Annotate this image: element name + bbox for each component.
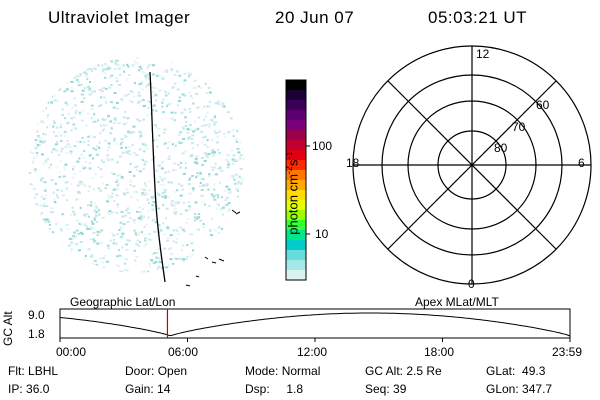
info-seq: Seq: 39 — [365, 383, 406, 395]
info-filter: Flt: LBHL — [8, 365, 58, 377]
time-tick-00: 00:00 — [56, 346, 86, 358]
info-dsp: Dsp: 1.8 — [245, 383, 303, 395]
info-ip: IP: 36.0 — [8, 383, 49, 395]
time-tick-2359: 23:59 — [552, 346, 582, 358]
altitude-axis-label: GC Alt — [2, 311, 14, 346]
time-tick-06: 06:00 — [168, 346, 198, 358]
info-mode: Mode: Normal — [245, 365, 320, 377]
info-gc-alt: GC Alt: 2.5 Re — [365, 365, 442, 377]
altitude-ytick-high: 9.0 — [28, 309, 45, 321]
time-tick-18: 18:00 — [424, 346, 454, 358]
info-gain: Gain: 14 — [125, 383, 170, 395]
info-glon: GLon: 347.7 — [486, 383, 552, 395]
time-tick-12: 12:00 — [297, 346, 327, 358]
info-glat: GLat: 49.3 — [486, 365, 545, 377]
info-door: Door: Open — [125, 365, 187, 377]
altitude-ytick-low: 1.8 — [28, 328, 45, 340]
